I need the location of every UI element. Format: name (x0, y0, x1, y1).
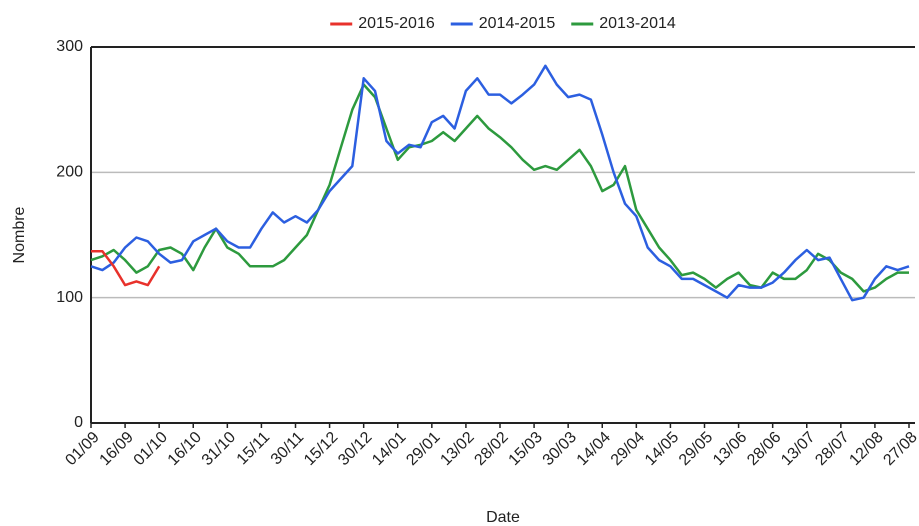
x-tick-label: 14/01 (369, 429, 409, 469)
y-tick-label: 200 (56, 164, 83, 181)
x-tick-label: 27/08 (880, 429, 919, 469)
legend: 2015-2016 2014-2015 2013-2014 (330, 15, 676, 32)
x-tick-label: 30/11 (268, 429, 308, 469)
x-tick-label: 16/10 (165, 429, 205, 469)
x-tick-label: 29/04 (608, 429, 648, 469)
x-tick-label: 13/06 (710, 429, 750, 469)
x-tick-label: 01/09 (62, 429, 102, 469)
x-tick-label: 31/10 (199, 429, 239, 469)
x-tick-label: 15/03 (506, 429, 546, 469)
x-tick-label: 13/07 (778, 429, 818, 469)
legend-label: 2015-2016 (358, 15, 435, 32)
x-tick-label: 29/01 (403, 429, 443, 469)
x-tick-label: 12/08 (846, 429, 886, 469)
x-tick-label: 14/05 (642, 429, 682, 469)
x-tick-label: 29/05 (676, 429, 716, 469)
y-tick-label: 0 (74, 414, 83, 431)
x-tick-label: 13/02 (437, 429, 477, 469)
series-line (91, 250, 161, 287)
x-tick-label: 28/06 (744, 429, 784, 469)
x-tick-label: 01/10 (131, 429, 171, 469)
y-tick-label: 300 (56, 38, 83, 55)
y-axis-title: Nombre (11, 206, 28, 263)
y-tick-label: 100 (56, 289, 83, 306)
x-tick-label: 15/12 (301, 429, 341, 469)
x-tick-label: 28/07 (812, 429, 852, 469)
legend-label: 2014-2015 (479, 15, 556, 32)
series-line (90, 64, 910, 302)
legend-label: 2013-2014 (599, 15, 676, 32)
x-tick-label: 15/11 (234, 429, 274, 469)
x-tick-label: 28/02 (471, 429, 511, 469)
x-tick-label: 30/12 (335, 429, 375, 469)
x-tick-label: 14/04 (574, 429, 614, 469)
x-tick-label: 30/03 (540, 429, 580, 469)
series-line (90, 83, 909, 293)
x-tick-label: 16/09 (97, 429, 137, 469)
x-axis-title: Date (486, 509, 520, 526)
